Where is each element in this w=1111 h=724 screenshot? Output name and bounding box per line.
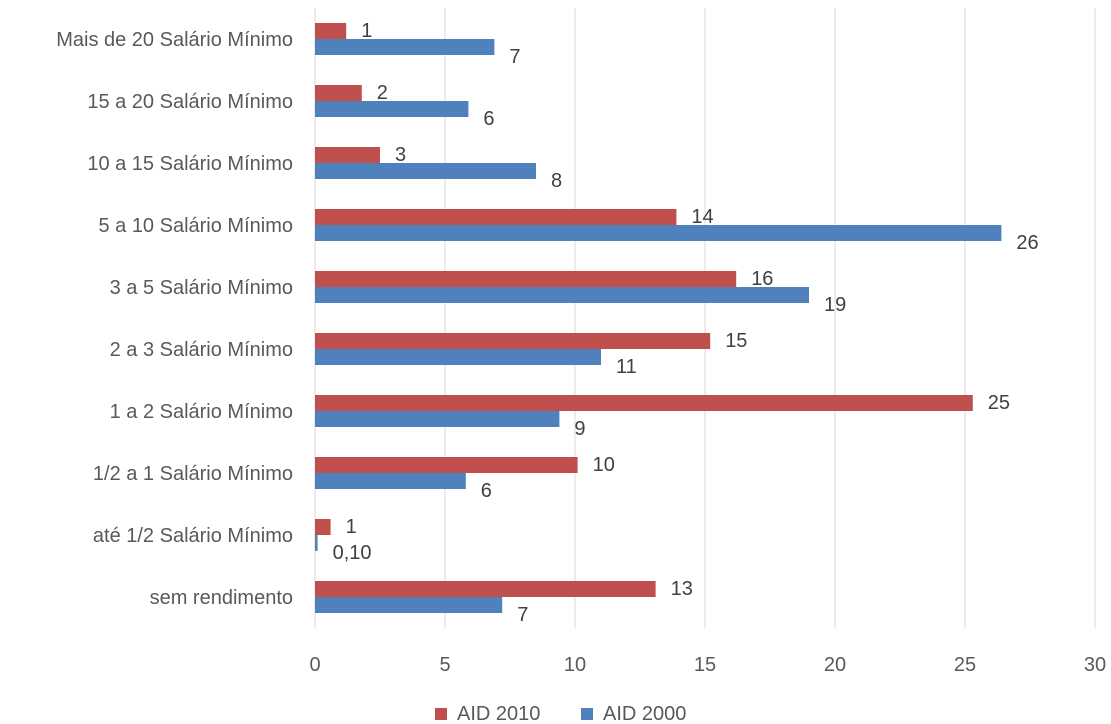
data-label: 16 [751,268,773,290]
category-label: Mais de 20 Salário Mínimo [56,29,293,51]
legend-label: AID 2000 [603,703,686,724]
x-tick-label: 0 [309,654,320,676]
legend-label: AID 2010 [457,703,540,724]
bar-aid-2000 [315,411,560,427]
data-label: 25 [988,392,1010,414]
legend-swatch [435,708,447,720]
bar-aid-2010 [315,147,380,163]
bar-aid-2000 [315,287,809,303]
bar-aid-2010 [315,395,973,411]
data-label: 0,10 [333,542,372,564]
bar-aid-2000 [315,597,503,613]
bar-aid-2000 [315,101,469,117]
category-label: 10 a 15 Salário Mínimo [87,153,293,175]
bar-aid-2010 [315,271,737,287]
bar-aid-2010 [315,333,711,349]
data-label: 1 [346,516,357,538]
data-label: 19 [824,294,846,316]
category-label: sem rendimento [150,587,293,609]
data-label: 7 [509,46,520,68]
category-label: 5 a 10 Salário Mínimo [98,215,293,237]
bar-aid-2000 [315,39,495,55]
x-tick-label: 10 [564,654,586,676]
category-label: 1/2 a 1 Salário Mínimo [93,463,293,485]
x-axis-ticks: 0 5 10 15 20 25 30 [309,654,1106,676]
bar-aid-2010 [315,23,347,39]
x-tick-label: 30 [1084,654,1106,676]
x-tick-label: 5 [439,654,450,676]
category-label: 1 a 2 Salário Mínimo [110,401,293,423]
data-label: 11 [616,356,637,378]
bar-aid-2010 [315,457,578,473]
category-label: 15 a 20 Salário Mínimo [87,91,293,113]
data-label: 9 [574,418,585,440]
x-tick-label: 25 [954,654,976,676]
x-tick-label: 20 [824,654,846,676]
legend-swatch [581,708,593,720]
data-label: 6 [483,108,494,130]
data-label: 2 [377,82,388,104]
category-labels: sem rendimento até 1/2 Salário Mínimo 1/2 … [56,29,293,609]
bar-aid-2010 [315,581,656,597]
category-label: 3 a 5 Salário Mínimo [110,277,293,299]
bar-aid-2000 [315,163,536,179]
bar-aid-2000 [315,473,466,489]
bar-aid-2010 [315,519,331,535]
data-label: 6 [481,480,492,502]
data-label: 15 [725,330,747,352]
data-label: 14 [691,206,713,228]
data-label: 26 [1016,232,1038,254]
bar-aid-2000 [315,225,1002,241]
data-label: 13 [671,578,693,600]
bar-aid-2000 [315,535,318,551]
data-label: 10 [593,454,615,476]
data-label: 1 [361,20,372,42]
data-label: 8 [551,170,562,192]
legend: AID 2010 AID 2000 [435,703,686,724]
data-label: 3 [395,144,406,166]
bar-aid-2010 [315,85,362,101]
x-tick-label: 15 [694,654,716,676]
category-label: 2 a 3 Salário Mínimo [110,339,293,361]
bar-aid-2000 [315,349,601,365]
data-label: 7 [517,604,528,626]
category-label: até 1/2 Salário Mínimo [93,525,293,547]
bar-aid-2010 [315,209,677,225]
bars [315,23,1002,613]
